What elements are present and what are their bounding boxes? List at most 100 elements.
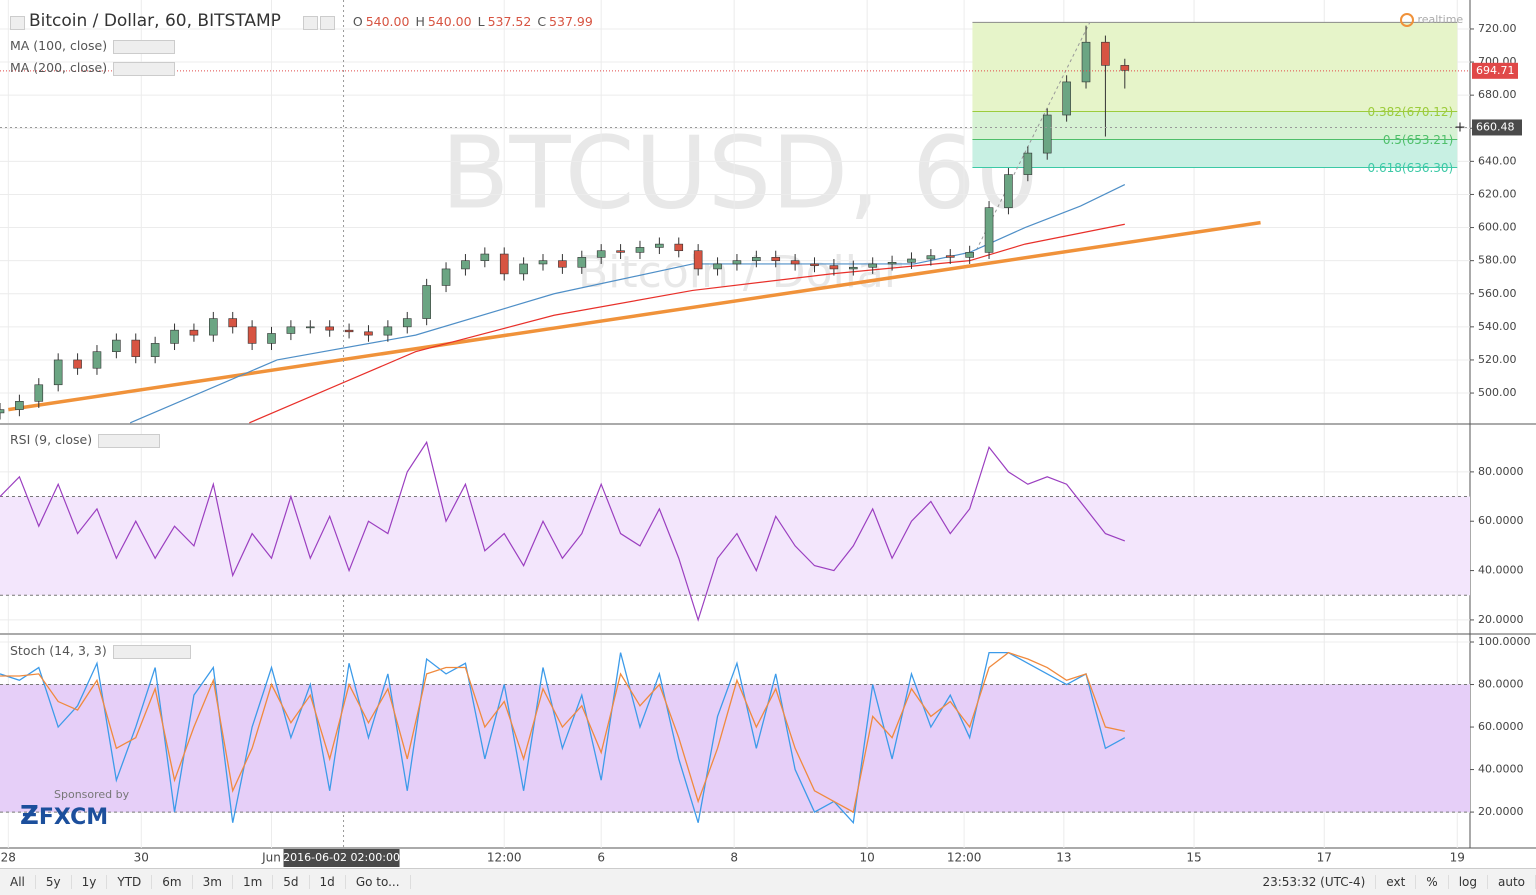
- candle-body: [810, 263, 819, 266]
- study-icons[interactable]: [112, 644, 191, 659]
- candle-body: [1023, 152, 1033, 175]
- candle-body: [635, 247, 645, 253]
- range-button[interactable]: 5d: [273, 875, 310, 889]
- candle-body: [383, 326, 393, 336]
- option-button[interactable]: log: [1449, 875, 1488, 889]
- candle-body: [926, 255, 936, 260]
- y-tick-label: 540.00: [1478, 320, 1517, 333]
- trendline: [8, 220, 1261, 412]
- candle-body: [596, 250, 606, 258]
- candle-body: [1004, 174, 1013, 208]
- y-tick-label: 720.00: [1478, 22, 1517, 35]
- option-button[interactable]: %: [1416, 875, 1449, 889]
- stoch-line: [0, 651, 1125, 814]
- clock: 23:53:32 (UTC-4): [1252, 875, 1377, 889]
- candle-body: [965, 252, 974, 258]
- candle-body: [674, 243, 684, 252]
- range-button[interactable]: 1m: [233, 875, 274, 889]
- candle-body: [868, 263, 877, 268]
- study-icons[interactable]: [113, 61, 176, 76]
- y-tick-label: 80.0000: [1478, 678, 1524, 691]
- realtime[interactable]: realtime: [1400, 13, 1463, 27]
- rsi-line: [0, 440, 1126, 622]
- range-button[interactable]: 3m: [193, 875, 233, 889]
- candle-body: [228, 318, 238, 328]
- candle-body: [364, 331, 373, 336]
- watermark-subtitle: Bitcoin / Dollar: [578, 247, 903, 298]
- y-tick-label: 80.0000: [1478, 465, 1524, 478]
- candle-body: [344, 329, 354, 333]
- moving-average: [249, 223, 1125, 424]
- candle-body: [480, 253, 490, 261]
- candle-body: [112, 339, 121, 352]
- crosshair-x-box: [283, 849, 400, 867]
- y-tick-label: 20.0000: [1478, 805, 1524, 818]
- study-icons[interactable]: [113, 39, 176, 54]
- gear-icon[interactable]: [319, 15, 335, 30]
- candle-body: [305, 326, 315, 329]
- candle-body: [15, 401, 24, 410]
- y-tick-label: 620.00: [1478, 187, 1517, 200]
- option-button[interactable]: auto: [1488, 875, 1536, 889]
- crosshair-y-box: [1472, 119, 1522, 136]
- study-legend: MA (200, close): [10, 60, 176, 76]
- eye-icon[interactable]: [302, 15, 318, 30]
- sponsor-brand: ƵFXCM: [20, 801, 109, 831]
- candle-body: [713, 263, 722, 270]
- sponsor[interactable]: Sponsored by ƵFXCM: [20, 788, 129, 831]
- candle-body: [247, 326, 257, 344]
- candle-body: [1120, 65, 1130, 71]
- collapse-icon[interactable]: [10, 15, 25, 30]
- range-button[interactable]: 6m: [152, 875, 193, 889]
- candle-body: [1042, 114, 1052, 154]
- x-tick-label: 8: [730, 851, 738, 865]
- range-button[interactable]: YTD: [107, 875, 153, 889]
- candle-body: [887, 262, 897, 265]
- candle-body: [984, 207, 994, 253]
- y-tick-label: 640.00: [1478, 154, 1517, 167]
- candle-body: [499, 253, 509, 275]
- candle-body: [402, 318, 412, 328]
- fib-trend: [975, 21, 1091, 251]
- range-button[interactable]: 5y: [36, 875, 72, 889]
- ohlc-name: O: [352, 14, 363, 29]
- axis-panel: [1470, 0, 1536, 868]
- candle-body: [286, 326, 296, 334]
- chart-header: Bitcoin / Dollar, 60, BITSTAMP O 540.00 H 5…: [8, 11, 593, 31]
- candle-body: [422, 285, 431, 319]
- rsi-legend: RSI (9, close): [10, 432, 161, 448]
- study-icons[interactable]: [98, 433, 161, 448]
- x-tick-label: 6: [597, 851, 605, 865]
- candle-body: [771, 257, 781, 261]
- candle-body: [790, 260, 800, 265]
- chart-title: Bitcoin / Dollar, 60, BITSTAMP: [28, 11, 281, 31]
- candle-body: [209, 318, 218, 336]
- range-button[interactable]: 1y: [72, 875, 108, 889]
- ohlc-value: 537.52: [487, 14, 532, 29]
- option-button[interactable]: ext: [1376, 875, 1417, 889]
- candle-body: [73, 359, 82, 369]
- ohlc-name: C: [537, 14, 547, 29]
- band: [0, 496, 1470, 596]
- brand-name: FXCM: [38, 805, 109, 830]
- last-price-box: [1472, 62, 1518, 79]
- candle-body: [267, 333, 276, 344]
- range-button[interactable]: All: [0, 875, 36, 889]
- candle-body: [150, 343, 160, 357]
- band: [0, 684, 1470, 813]
- study-label: RSI (9, close): [10, 432, 93, 447]
- fib-zone: [972, 111, 1458, 140]
- y-tick-label: 60.0000: [1478, 720, 1524, 733]
- crosshair-plus: +: [1454, 119, 1466, 135]
- last-price-label: 694.71: [1476, 64, 1515, 77]
- x-tick-label: 28: [1, 851, 16, 865]
- x-tick-label: 19: [1450, 851, 1465, 865]
- candle-body: [461, 260, 470, 270]
- fib-label: 0.382(670.12): [1368, 105, 1454, 119]
- range-button[interactable]: Go to...: [346, 875, 411, 889]
- sponsor-text: Sponsored by: [54, 788, 130, 801]
- candle-body: [1101, 41, 1110, 66]
- range-button[interactable]: 1d: [310, 875, 346, 889]
- y-tick-label: 520.00: [1478, 353, 1517, 366]
- candle-body: [693, 250, 703, 270]
